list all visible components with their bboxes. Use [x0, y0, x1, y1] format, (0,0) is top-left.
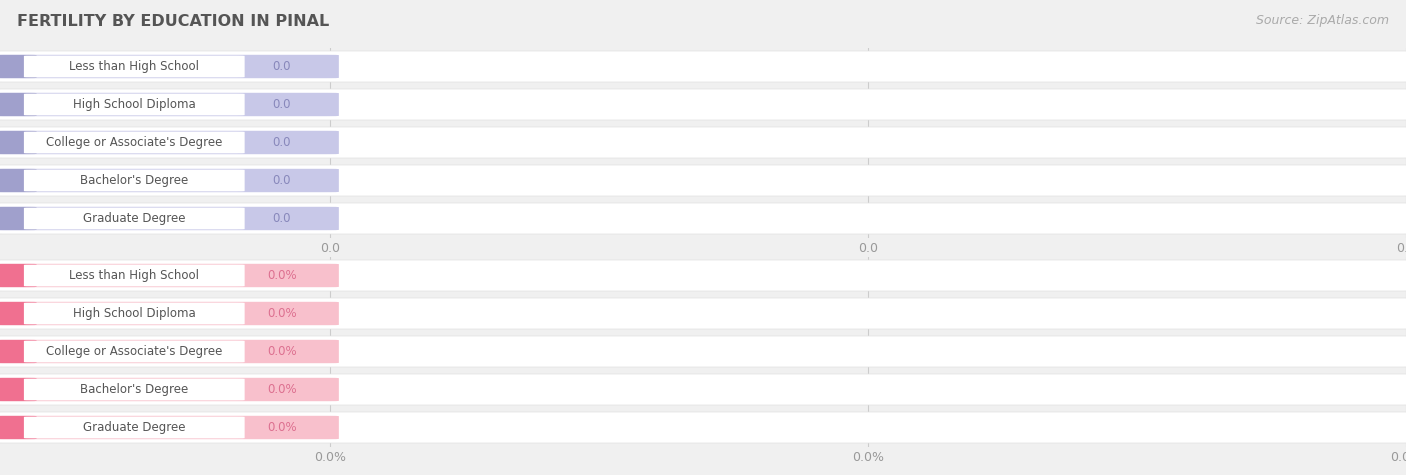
Text: College or Associate's Degree: College or Associate's Degree — [46, 345, 222, 358]
Text: 0.0%: 0.0% — [267, 421, 297, 434]
FancyBboxPatch shape — [0, 207, 339, 230]
FancyBboxPatch shape — [0, 336, 1406, 367]
Text: College or Associate's Degree: College or Associate's Degree — [46, 136, 222, 149]
FancyBboxPatch shape — [24, 208, 245, 229]
FancyBboxPatch shape — [0, 412, 1406, 443]
Text: Bachelor's Degree: Bachelor's Degree — [80, 174, 188, 187]
FancyBboxPatch shape — [24, 56, 245, 77]
Text: Graduate Degree: Graduate Degree — [83, 421, 186, 434]
FancyBboxPatch shape — [0, 127, 1406, 158]
FancyBboxPatch shape — [0, 165, 1406, 196]
Text: 0.0: 0.0 — [273, 136, 291, 149]
Text: 0.0: 0.0 — [273, 174, 291, 187]
FancyBboxPatch shape — [24, 303, 245, 324]
Text: 0.0%: 0.0% — [267, 307, 297, 320]
FancyBboxPatch shape — [24, 265, 245, 286]
FancyBboxPatch shape — [0, 55, 339, 78]
FancyBboxPatch shape — [0, 169, 339, 192]
Text: FERTILITY BY EDUCATION IN PINAL: FERTILITY BY EDUCATION IN PINAL — [17, 14, 329, 29]
FancyBboxPatch shape — [0, 207, 37, 230]
Text: 0.0%: 0.0% — [267, 269, 297, 282]
FancyBboxPatch shape — [0, 131, 37, 154]
FancyBboxPatch shape — [0, 374, 1406, 405]
FancyBboxPatch shape — [24, 379, 245, 400]
FancyBboxPatch shape — [0, 260, 1406, 291]
Text: High School Diploma: High School Diploma — [73, 98, 195, 111]
Text: Less than High School: Less than High School — [69, 269, 200, 282]
FancyBboxPatch shape — [24, 132, 245, 153]
FancyBboxPatch shape — [24, 341, 245, 362]
FancyBboxPatch shape — [0, 302, 339, 325]
FancyBboxPatch shape — [0, 89, 1406, 120]
FancyBboxPatch shape — [0, 169, 37, 192]
Text: High School Diploma: High School Diploma — [73, 307, 195, 320]
FancyBboxPatch shape — [0, 302, 37, 325]
FancyBboxPatch shape — [0, 298, 1406, 329]
Text: 0.0%: 0.0% — [267, 383, 297, 396]
FancyBboxPatch shape — [24, 170, 245, 191]
FancyBboxPatch shape — [0, 264, 37, 287]
FancyBboxPatch shape — [0, 416, 339, 439]
FancyBboxPatch shape — [0, 55, 37, 78]
FancyBboxPatch shape — [0, 264, 339, 287]
FancyBboxPatch shape — [24, 94, 245, 115]
FancyBboxPatch shape — [0, 340, 37, 363]
Text: 0.0%: 0.0% — [267, 345, 297, 358]
Text: 0.0: 0.0 — [273, 212, 291, 225]
FancyBboxPatch shape — [0, 51, 1406, 82]
FancyBboxPatch shape — [24, 417, 245, 438]
Text: Less than High School: Less than High School — [69, 60, 200, 73]
FancyBboxPatch shape — [0, 93, 37, 116]
FancyBboxPatch shape — [0, 378, 339, 401]
FancyBboxPatch shape — [0, 416, 37, 439]
Text: Graduate Degree: Graduate Degree — [83, 212, 186, 225]
FancyBboxPatch shape — [0, 93, 339, 116]
FancyBboxPatch shape — [0, 378, 37, 401]
Text: Source: ZipAtlas.com: Source: ZipAtlas.com — [1256, 14, 1389, 27]
FancyBboxPatch shape — [0, 203, 1406, 234]
FancyBboxPatch shape — [0, 131, 339, 154]
FancyBboxPatch shape — [0, 340, 339, 363]
Text: Bachelor's Degree: Bachelor's Degree — [80, 383, 188, 396]
Text: 0.0: 0.0 — [273, 98, 291, 111]
Text: 0.0: 0.0 — [273, 60, 291, 73]
